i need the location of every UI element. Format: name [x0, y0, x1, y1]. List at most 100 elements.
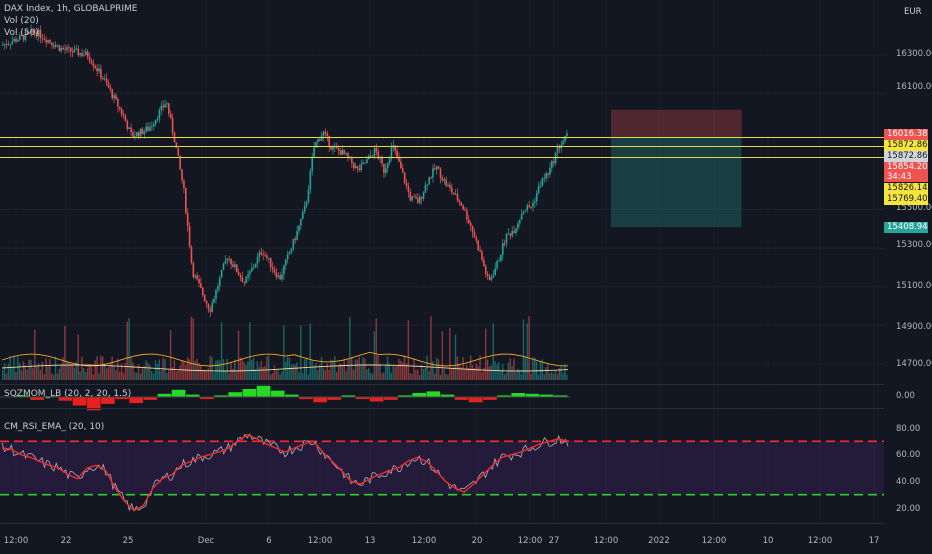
y-tick-label: 15500.00: [896, 203, 932, 213]
candle-body: [358, 168, 361, 171]
y-tick-label: 14900.00: [896, 322, 932, 332]
pane-divider-2[interactable]: [0, 408, 884, 409]
candle-body: [220, 269, 223, 278]
candle-body: [179, 155, 181, 170]
candle-body: [85, 51, 87, 55]
volume-bar: [251, 359, 253, 380]
sqzmom-title[interactable]: SQZMOM_LB (20, 2, 20, 1.5): [4, 389, 132, 399]
horizontal-levels[interactable]: [0, 136, 884, 158]
pane-divider-1[interactable]: [0, 384, 884, 385]
candle-body: [545, 173, 547, 179]
volume-bar: [449, 327, 451, 380]
candle-body: [186, 212, 189, 227]
volume-bar: [518, 370, 521, 380]
candle-body: [98, 68, 100, 72]
volume-bar: [358, 356, 360, 380]
candle-body: [135, 132, 138, 137]
candle-body: [117, 99, 119, 107]
candle-body: [94, 66, 97, 68]
volume-bar: [301, 372, 304, 380]
candle-body: [169, 113, 172, 118]
candle-body: [156, 118, 159, 120]
vol20-label[interactable]: Vol (20): [4, 16, 39, 26]
candle-body: [445, 179, 447, 186]
candle-body: [194, 275, 197, 278]
squeeze-bar: [327, 397, 342, 400]
volume-bar: [543, 374, 545, 380]
candle-body: [383, 163, 385, 173]
volume-bar: [228, 373, 230, 380]
volume-bar: [273, 365, 276, 380]
volume-bar: [434, 373, 436, 380]
candle-body: [43, 38, 46, 40]
volume-bar: [77, 334, 79, 380]
volume-bar: [128, 318, 130, 380]
volume-bar: [88, 363, 91, 380]
candle-body: [447, 184, 449, 186]
candle-body: [290, 248, 293, 253]
volume-bar: [266, 356, 268, 380]
volume-bar: [369, 372, 372, 380]
squeeze-bar: [129, 397, 143, 404]
rsi-axis-label: 20.00: [896, 504, 921, 514]
candle-body: [462, 205, 464, 210]
volume-bar: [26, 369, 28, 380]
candle-body: [254, 263, 257, 268]
price-tag-level: 15826.14: [884, 183, 928, 194]
candle-body: [335, 146, 338, 149]
candle-body: [209, 309, 212, 312]
x-tick-label: 13: [364, 536, 376, 546]
volume-bar: [352, 369, 355, 380]
volume-bar: [298, 372, 300, 380]
candle-body: [526, 205, 529, 210]
x-tick-label: 12:00: [411, 536, 437, 546]
squeeze-bar: [285, 394, 299, 398]
candle-body: [122, 114, 125, 116]
candle-body: [239, 275, 242, 278]
candle-body: [345, 153, 347, 155]
symbol-title[interactable]: DAX Index, 1h, GLOBALPRIME: [4, 4, 138, 14]
volume-bar: [520, 374, 523, 380]
volume-bar: [7, 363, 10, 380]
currency-label[interactable]: EUR: [904, 7, 922, 17]
candle-body: [405, 182, 408, 186]
volume-bar: [351, 356, 353, 380]
squeeze-bar: [313, 397, 327, 403]
candle-body: [28, 32, 31, 34]
volume-bar: [41, 361, 44, 380]
volume-bar: [332, 360, 334, 380]
volume-bar: [417, 369, 419, 380]
candle-body: [554, 153, 557, 164]
volume-bar: [430, 316, 432, 380]
volume-bar: [47, 365, 49, 380]
candle-body: [154, 119, 157, 125]
candle-body: [247, 274, 249, 277]
volume-bar: [60, 364, 62, 380]
candle-body: [390, 147, 393, 159]
candle-body: [73, 49, 76, 53]
squeeze-bar: [468, 397, 483, 403]
squeeze-bar: [539, 394, 554, 398]
vol50-label[interactable]: Vol (50): [4, 28, 39, 38]
candle-body: [251, 268, 253, 272]
candle-body: [235, 264, 238, 273]
candle-body: [245, 276, 247, 283]
x-tick-label: 6: [266, 536, 272, 546]
volume-bar: [488, 366, 491, 380]
candle-body: [377, 151, 380, 159]
candle-body: [162, 105, 164, 108]
candle-body: [69, 47, 72, 52]
candle-body: [300, 219, 302, 226]
volume-bar: [413, 358, 415, 380]
candle-body: [288, 252, 291, 255]
rsi-axis-label: 40.00: [896, 477, 921, 487]
candle-body: [364, 162, 366, 164]
candle-body: [503, 243, 506, 244]
candle-body: [168, 103, 170, 114]
position-tool[interactable]: [611, 109, 742, 228]
candle-body: [305, 201, 308, 206]
rsi-title[interactable]: CM_RSI_EMA_ (20, 10): [4, 422, 105, 432]
volume-bar: [183, 361, 185, 380]
volume-bar: [177, 370, 179, 380]
